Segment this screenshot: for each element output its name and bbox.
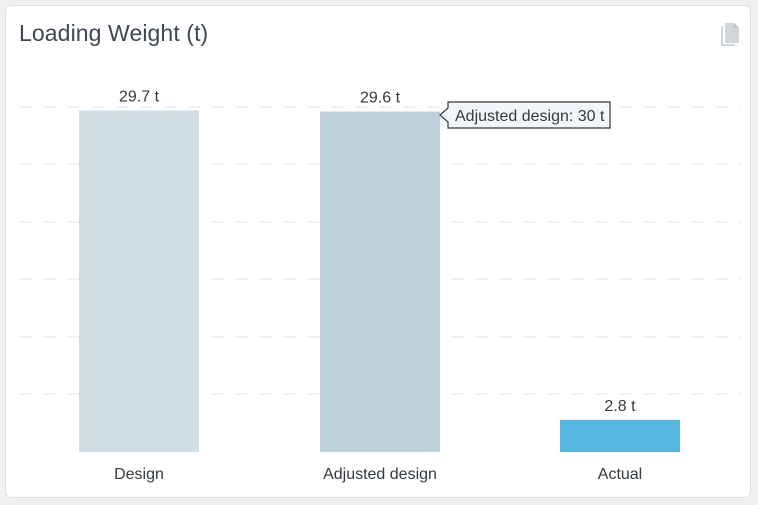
x-tick-actual: Actual: [598, 466, 642, 483]
chart-card: Loading Weight (t) 29.7 t Design 29.6 t Adj…: [5, 5, 751, 498]
bar-adjusted-design[interactable]: [320, 111, 440, 452]
chart-title: Loading Weight (t): [19, 20, 209, 46]
value-label-actual: 2.8 t: [604, 398, 636, 415]
copy-icon[interactable]: [719, 22, 741, 48]
value-label-design: 29.7 t: [119, 88, 160, 105]
x-tick-design: Design: [114, 466, 164, 483]
tooltip-box: [439, 101, 611, 129]
value-label-adjusted-design: 29.6 t: [360, 90, 401, 107]
bar-design[interactable]: [79, 110, 199, 452]
loading-weight-chart: 29.7 t Design 29.6 t Adjusted design 2.8 t Ac…: [19, 88, 741, 483]
tooltip: Adjusted design: 30 t: [439, 101, 611, 129]
bar-actual[interactable]: [560, 419, 680, 452]
tooltip-text: Adjusted design: 30 t: [455, 108, 605, 125]
x-tick-adjusted-design: Adjusted design: [323, 466, 437, 483]
